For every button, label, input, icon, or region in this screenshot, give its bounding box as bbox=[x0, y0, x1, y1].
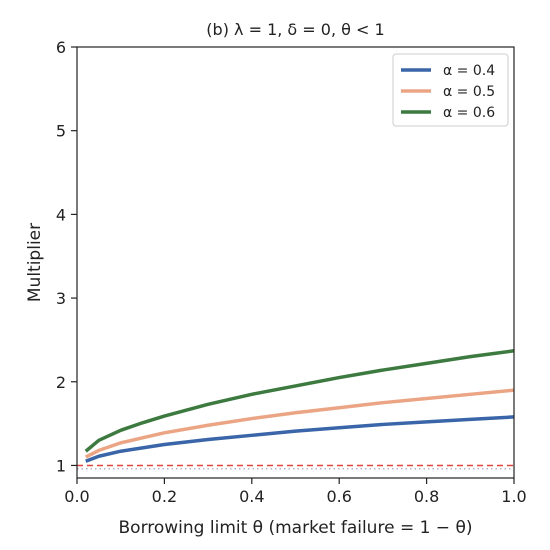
legend-label: α = 0.6 bbox=[443, 105, 495, 121]
y-tick-label: 2 bbox=[56, 373, 66, 392]
chart-title: (b) λ = 1, δ = 0, θ < 1 bbox=[206, 20, 384, 39]
x-tick-label: 0.0 bbox=[64, 487, 89, 506]
x-tick-label: 0.6 bbox=[326, 487, 351, 506]
x-axis-ticks: 0.0 0.2 0.4 0.6 0.8 1.0 bbox=[64, 478, 527, 506]
series-line-3 bbox=[84, 349, 515, 453]
y-tick-label: 6 bbox=[56, 38, 66, 57]
x-tick-label: 1.0 bbox=[501, 487, 526, 506]
legend-box bbox=[392, 53, 509, 127]
legend: α = 0.4 α = 0.5 α = 0.6 bbox=[392, 53, 509, 127]
x-axis-label: Borrowing limit θ (market failure = 1 − … bbox=[119, 518, 473, 538]
y-tick-label: 1 bbox=[56, 456, 66, 475]
y-tick-label: 3 bbox=[56, 289, 66, 308]
y-axis-label: Multiplier bbox=[25, 223, 45, 302]
legend-label: α = 0.4 bbox=[443, 63, 495, 79]
series-line-2 bbox=[84, 388, 515, 459]
x-tick-label: 0.4 bbox=[239, 487, 264, 506]
series-line-1 bbox=[85, 415, 515, 463]
x-tick-label: 0.2 bbox=[152, 487, 177, 506]
plot-frame bbox=[76, 46, 515, 479]
y-tick-label: 4 bbox=[56, 205, 66, 224]
series-lines bbox=[84, 349, 515, 463]
legend-label: α = 0.5 bbox=[443, 84, 495, 100]
reference-lines bbox=[77, 464, 514, 470]
x-tick-label: 0.8 bbox=[414, 487, 439, 506]
y-tick-label: 5 bbox=[56, 122, 66, 141]
y-axis-ticks: 1 2 3 4 5 6 bbox=[56, 38, 77, 475]
